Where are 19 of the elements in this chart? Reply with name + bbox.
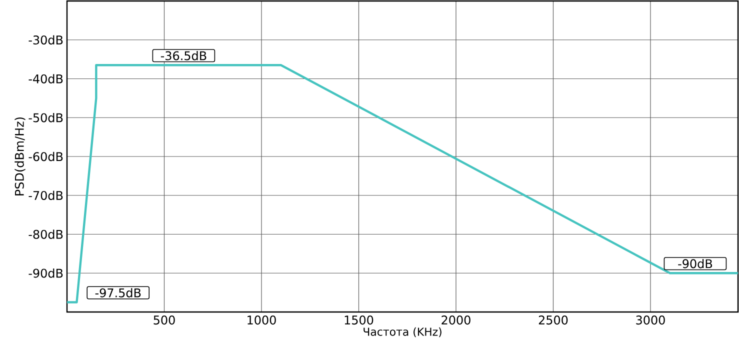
line-series <box>67 64 738 304</box>
x-axis-title: Частота (KHz) <box>364 327 442 338</box>
x-tick-label: 2500 <box>538 316 568 325</box>
x-tick-label: 3000 <box>636 316 665 325</box>
y-tick-label: -40dB <box>28 74 63 84</box>
x-tick-label: 1500 <box>344 316 374 325</box>
y-tick-label: -50dB <box>28 113 63 122</box>
y-tick-label: -30dB <box>28 35 63 45</box>
x-tick-label: 2000 <box>442 316 470 325</box>
y-tick-label: -90dB <box>28 268 63 278</box>
y-tick-label: -70dB <box>28 190 63 200</box>
x-tick-label: 1000 <box>248 316 276 325</box>
annotation: -97.5dB <box>95 288 141 298</box>
annotation: -36.5dB <box>160 51 206 60</box>
y-tick-label: -80dB <box>28 230 63 239</box>
y-tick-label: -60dB <box>28 152 63 162</box>
y-axis-title: PSD(dBm/Hz) <box>14 117 26 196</box>
x-tick-label: 500 <box>154 316 175 325</box>
annotation: -90dB <box>678 258 712 268</box>
